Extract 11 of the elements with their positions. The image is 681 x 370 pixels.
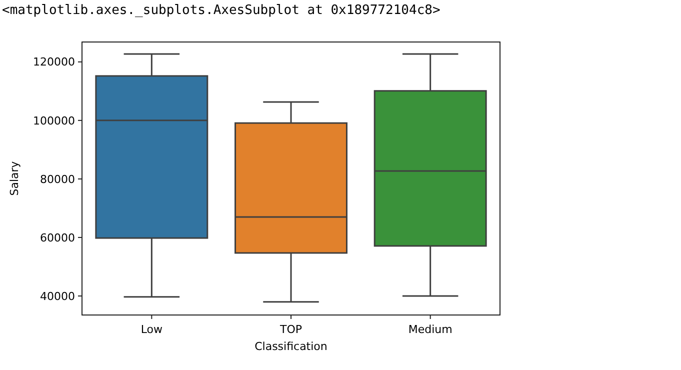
- x-tick-label: Low: [140, 323, 163, 336]
- y-tick-label: 120000: [33, 56, 75, 69]
- x-tick-label: TOP: [278, 323, 302, 336]
- text: <matplotlib.axes._subplots.AxesSubplot at 0x189772104c8>: [2, 3, 440, 18]
- y-tick-label: 100000: [33, 114, 75, 128]
- y-tick-label: 40000: [40, 290, 75, 303]
- x-axis-title: Classification: [254, 340, 328, 353]
- y-tick-label: 60000: [40, 231, 75, 244]
- y-tick-label: 80000: [40, 172, 75, 186]
- x-tick-label: Medium: [408, 323, 452, 336]
- y-axis-title: Salary: [8, 160, 21, 196]
